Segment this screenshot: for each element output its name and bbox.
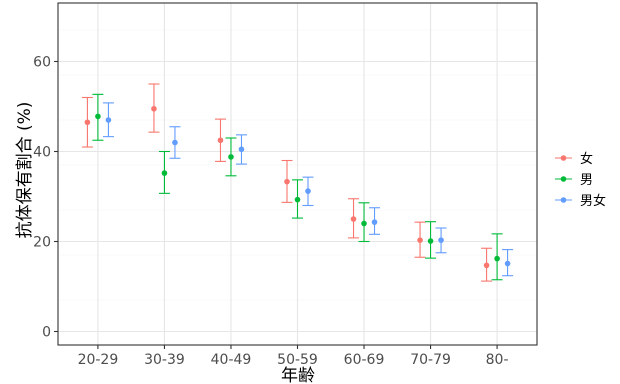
series-3 (102, 102, 514, 277)
x-tick-label: 40-49 (211, 352, 252, 368)
data-point (105, 117, 112, 123)
x-axis: 20-29 30-39 40-49 50-59 60-69 70-79 80- (78, 345, 509, 368)
y-tick-label: 20 (33, 235, 51, 251)
data-point (228, 154, 234, 160)
data-point (172, 139, 178, 146)
data-point (294, 196, 301, 203)
data-point (284, 178, 290, 185)
series-2 (92, 93, 503, 281)
plot-panel (57, 2, 538, 346)
data-point (361, 220, 367, 227)
data-point (427, 238, 434, 244)
data-point (161, 170, 168, 176)
y-axis: 0 20 40 60 (33, 55, 58, 341)
x-tick-label: 30-39 (144, 352, 185, 368)
data-point (151, 105, 157, 112)
data-point (483, 262, 490, 269)
legend-label: 男女 (580, 193, 606, 209)
data-point (504, 260, 511, 267)
data-point (371, 219, 378, 225)
x-tick-label: 70-79 (410, 352, 451, 368)
x-tick-label: 50-59 (277, 352, 318, 368)
data-point (95, 113, 101, 120)
data-point (217, 137, 224, 144)
legend-key-point (560, 197, 567, 203)
y-axis-title: 抗体保有割合 (%) (15, 102, 35, 239)
x-tick-label: 20-29 (78, 352, 119, 368)
legend-key-point (560, 155, 567, 161)
data-point (494, 255, 500, 262)
y-tick-label: 40 (33, 145, 51, 161)
x-tick-label: 60-69 (344, 352, 385, 368)
legend-item: 女 (555, 151, 593, 167)
series-1 (81, 83, 493, 282)
data-point (350, 216, 357, 222)
data-point (305, 188, 311, 194)
y-tick-label: 60 (33, 55, 51, 71)
x-axis-title: 年齢 (281, 366, 315, 384)
data-point (238, 146, 245, 153)
data-point (438, 237, 444, 243)
legend-item: 男 (555, 173, 593, 188)
legend-item: 男女 (555, 193, 606, 209)
data-point (417, 237, 423, 243)
y-tick-label: 0 (42, 325, 51, 341)
legend-label: 女 (580, 151, 593, 167)
data-point (84, 119, 91, 126)
legend-label: 男 (580, 173, 593, 188)
x-tick-label: 80- (486, 352, 509, 368)
legend-key-point (560, 176, 567, 182)
